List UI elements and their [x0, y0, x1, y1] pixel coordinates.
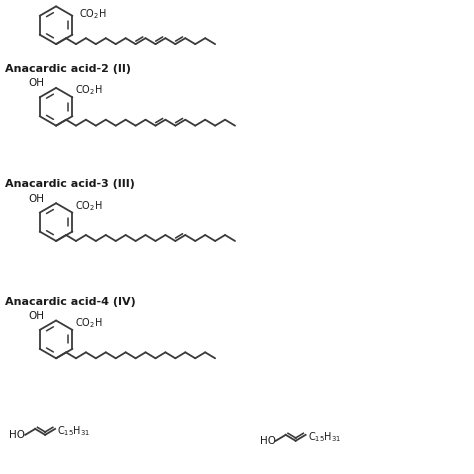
Text: $\mathregular{CO_2H}$: $\mathregular{CO_2H}$ [79, 7, 107, 21]
Text: OH: OH [29, 311, 45, 321]
Text: Anacardic acid-4 (IV): Anacardic acid-4 (IV) [5, 297, 136, 307]
Text: Anacardic acid-2 (II): Anacardic acid-2 (II) [5, 64, 131, 74]
Text: HO: HO [9, 430, 25, 440]
Text: OH: OH [29, 78, 45, 88]
Text: $\mathregular{CO_2H}$: $\mathregular{CO_2H}$ [75, 199, 103, 212]
Text: $\mathregular{CO_2H}$: $\mathregular{CO_2H}$ [75, 316, 103, 330]
Text: $\mathregular{C_{15}H_{31}}$: $\mathregular{C_{15}H_{31}}$ [308, 430, 341, 444]
Text: Anacardic acid-3 (III): Anacardic acid-3 (III) [5, 179, 135, 189]
Text: HO: HO [260, 436, 276, 446]
Text: OH: OH [29, 194, 45, 204]
Text: $\mathregular{CO_2H}$: $\mathregular{CO_2H}$ [75, 83, 103, 97]
Text: $\mathregular{C_{15}H_{31}}$: $\mathregular{C_{15}H_{31}}$ [57, 424, 91, 438]
